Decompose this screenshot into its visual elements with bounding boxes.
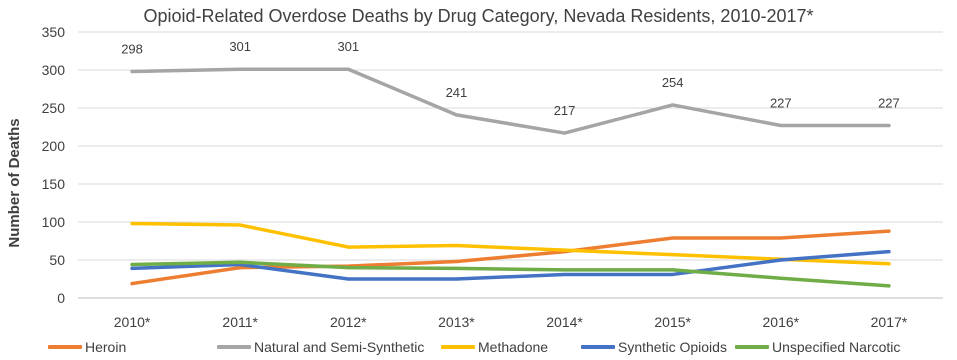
data-point bbox=[130, 266, 134, 270]
legend-item: Natural and Semi-Synthetic bbox=[217, 339, 424, 355]
data-point bbox=[671, 236, 675, 240]
data-point bbox=[671, 253, 675, 257]
legend-item: Synthetic Opioids bbox=[581, 339, 727, 355]
data-point bbox=[887, 284, 891, 288]
data-point bbox=[779, 258, 783, 262]
data-point bbox=[346, 277, 350, 281]
data-point bbox=[454, 243, 459, 248]
data-point bbox=[238, 223, 242, 227]
series-line-synthetic-opioids bbox=[130, 249, 891, 281]
series-line-unspecified-narcotic bbox=[130, 260, 891, 288]
data-point bbox=[779, 276, 783, 280]
data-point bbox=[671, 272, 675, 277]
data-point bbox=[238, 67, 242, 71]
chart-title: Opioid-Related Overdose Deaths by Drug C… bbox=[143, 6, 814, 26]
legend-label: Heroin bbox=[85, 339, 127, 355]
y-axis-label: Number of Deaths bbox=[6, 118, 23, 247]
legend-item: Heroin bbox=[48, 339, 126, 355]
legend-swatch bbox=[441, 345, 475, 349]
data-label: 298 bbox=[121, 42, 143, 57]
data-point bbox=[562, 131, 567, 135]
x-tick-label: 2015* bbox=[654, 314, 691, 330]
x-tick-label: 2013* bbox=[438, 314, 475, 330]
y-tick-label: 250 bbox=[42, 100, 66, 116]
data-point bbox=[346, 67, 350, 71]
data-point bbox=[238, 266, 242, 270]
data-point bbox=[454, 259, 459, 264]
data-point bbox=[887, 229, 891, 233]
data-label: 217 bbox=[554, 103, 576, 118]
data-label: 301 bbox=[337, 39, 359, 54]
data-point bbox=[238, 260, 242, 264]
legend-swatch bbox=[48, 345, 82, 349]
x-tick-label: 2014* bbox=[546, 314, 583, 330]
legend-item: Methadone bbox=[441, 339, 548, 355]
data-point bbox=[671, 103, 675, 107]
data-label: 227 bbox=[878, 95, 900, 110]
y-tick-label: 200 bbox=[42, 138, 66, 154]
legend-label: Unspecified Narcotic bbox=[772, 339, 901, 355]
legend-swatch bbox=[581, 345, 615, 349]
data-point bbox=[454, 266, 459, 270]
y-tick-label: 150 bbox=[42, 176, 66, 192]
x-tick-label: 2011* bbox=[222, 314, 258, 330]
data-label: 254 bbox=[662, 75, 684, 90]
data-point bbox=[562, 268, 567, 272]
data-point bbox=[887, 262, 891, 266]
data-point bbox=[887, 250, 891, 254]
data-point bbox=[130, 69, 134, 74]
legend-label: Methadone bbox=[478, 339, 549, 355]
chart-legend: Heroin Natural and Semi-Synthetic Methadon… bbox=[0, 339, 957, 359]
data-point bbox=[779, 123, 783, 128]
data-point bbox=[779, 236, 783, 240]
data-point bbox=[671, 268, 675, 272]
y-tick-label: 50 bbox=[49, 252, 65, 268]
data-label: 227 bbox=[770, 95, 792, 110]
y-tick-label: 0 bbox=[57, 290, 65, 306]
x-tick-label: 2017* bbox=[871, 314, 908, 330]
x-tick-label: 2016* bbox=[763, 314, 800, 330]
x-tick-label: 2010* bbox=[114, 314, 151, 330]
data-point bbox=[346, 266, 350, 270]
data-point bbox=[130, 221, 134, 226]
data-point bbox=[454, 113, 459, 117]
data-point bbox=[887, 123, 891, 128]
y-tick-label: 350 bbox=[42, 24, 66, 40]
data-label: 301 bbox=[229, 39, 251, 54]
y-tick-label: 100 bbox=[42, 214, 66, 230]
data-point bbox=[454, 277, 459, 281]
series-line-natural-and-semi-synthetic bbox=[130, 67, 891, 135]
data-point bbox=[346, 245, 350, 249]
y-tick-label: 300 bbox=[42, 62, 66, 78]
legend-swatch bbox=[217, 345, 251, 349]
data-point bbox=[130, 281, 134, 286]
legend-label: Natural and Semi-Synthetic bbox=[254, 339, 425, 355]
data-point bbox=[562, 248, 567, 252]
data-label: 241 bbox=[446, 85, 468, 100]
series-line-methadone bbox=[130, 221, 891, 266]
legend-item: Unspecified Narcotic bbox=[735, 339, 900, 355]
legend-swatch bbox=[735, 345, 769, 349]
x-tick-label: 2012* bbox=[330, 314, 367, 330]
legend-label: Synthetic Opioids bbox=[618, 339, 727, 355]
data-point bbox=[130, 262, 134, 267]
data-point bbox=[562, 272, 567, 277]
